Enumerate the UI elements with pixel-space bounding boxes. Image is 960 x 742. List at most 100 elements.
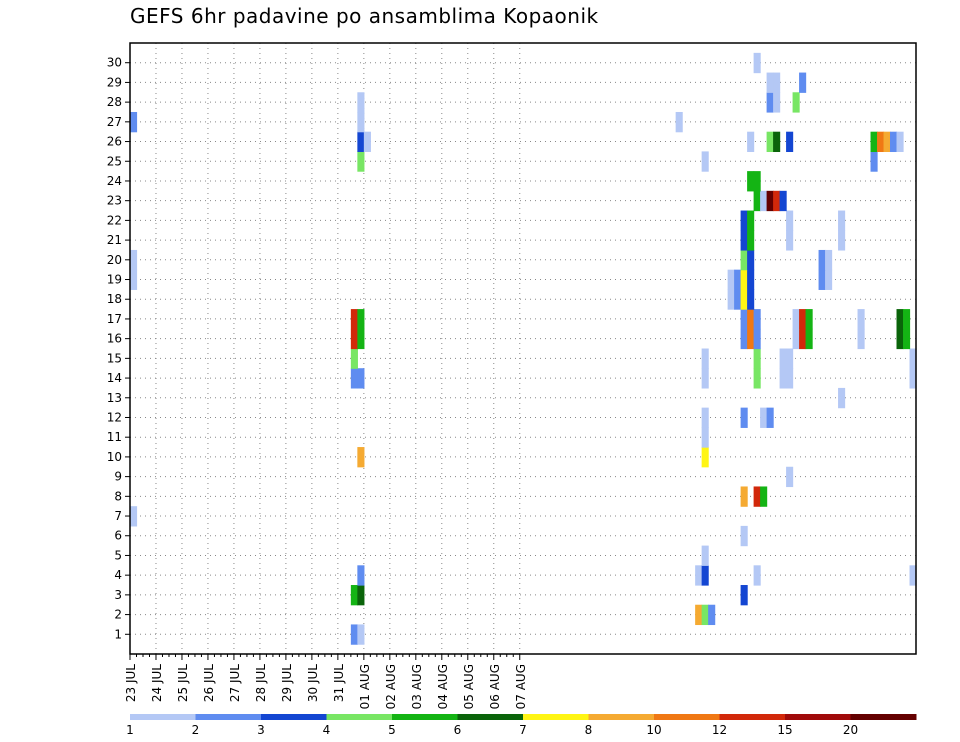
heatmap-cell — [799, 72, 807, 93]
colorbar-swatch — [130, 714, 196, 720]
heatmap-cell — [857, 309, 865, 330]
y-tick-label: 1 — [114, 627, 122, 641]
heatmap-cell — [786, 230, 794, 251]
y-tick-label: 9 — [114, 470, 122, 484]
heatmap-cell — [740, 230, 748, 251]
plot-frame — [129, 42, 917, 655]
colorbar-label: 15 — [777, 723, 792, 737]
heatmap-cell — [909, 348, 917, 369]
heatmap-cell — [747, 171, 755, 192]
heatmap-cell — [350, 328, 358, 350]
colorbar-label: 6 — [454, 723, 462, 737]
heatmap-cell — [350, 348, 358, 369]
heatmap-cell — [870, 131, 878, 153]
heatmap-cell — [675, 111, 683, 133]
y-tick-label: 19 — [107, 273, 122, 287]
heatmap-cell — [701, 348, 709, 369]
heatmap-cell — [357, 565, 365, 586]
heatmap-cell — [357, 368, 365, 389]
heatmap-cell — [909, 565, 917, 586]
y-tick-label: 12 — [107, 410, 122, 424]
heatmap-cell — [760, 407, 768, 428]
heatmap-cell — [740, 289, 748, 310]
heatmap-cell — [747, 328, 755, 350]
heatmap-cell — [818, 249, 826, 271]
heatmap-cell — [734, 289, 742, 310]
heatmap-cell — [773, 92, 781, 113]
heatmap-cell — [805, 309, 813, 330]
heatmap-cell — [130, 249, 138, 271]
heatmap-cell — [701, 604, 709, 626]
heatmap-cell — [903, 309, 911, 330]
heatmap-cell — [877, 131, 885, 153]
heatmap-cell — [708, 604, 716, 626]
heatmap-cell — [753, 486, 761, 507]
colorbar-label: 20 — [843, 723, 858, 737]
heatmap-cell — [805, 328, 813, 350]
colorbar-label: 7 — [519, 723, 527, 737]
heatmap-cell — [896, 131, 904, 153]
heatmap-cell — [740, 486, 748, 507]
colorbar-label: 5 — [388, 723, 396, 737]
heatmap-cell — [760, 190, 768, 212]
heatmap-cell — [896, 328, 904, 350]
x-tick-label: 04 AUG — [436, 664, 450, 709]
heatmap-cell — [734, 269, 742, 290]
heatmap-cell — [701, 447, 709, 468]
heatmap-cell — [350, 368, 358, 389]
y-tick-label: 21 — [107, 233, 122, 247]
heatmap-cell — [773, 190, 781, 212]
heatmap-cell — [701, 368, 709, 389]
y-tick-label: 15 — [107, 351, 122, 365]
heatmap-cell — [753, 190, 761, 212]
heatmap-cell — [130, 269, 138, 290]
heatmap-cell — [740, 210, 748, 231]
y-tick-label: 22 — [107, 213, 122, 227]
heatmap-cell — [747, 309, 755, 330]
y-tick-label: 24 — [107, 174, 122, 188]
y-tick-label: 20 — [107, 253, 122, 267]
heatmap-cell — [799, 328, 807, 350]
heatmap-cell — [357, 151, 365, 172]
x-tick-label: 27 JUL — [228, 664, 242, 702]
colorbar-swatch — [326, 714, 393, 720]
y-tick-label: 13 — [107, 391, 122, 405]
y-tick-label: 4 — [114, 568, 122, 582]
y-tick-label: 28 — [107, 95, 122, 109]
heatmap-cell — [747, 210, 755, 231]
heatmap-cell — [792, 309, 800, 330]
heatmap-cell — [838, 230, 846, 251]
heatmap-cell — [363, 131, 371, 153]
colorbar-swatch — [523, 714, 589, 720]
heatmap-cell — [760, 486, 768, 507]
heatmap-cell — [740, 249, 748, 271]
heatmap-cell — [753, 565, 761, 586]
heatmap-cell — [357, 624, 365, 645]
heatmap-cell — [896, 309, 904, 330]
y-tick-label: 23 — [107, 194, 122, 208]
heatmap-cell — [747, 289, 755, 310]
heatmap-cell — [838, 210, 846, 231]
heatmap-cell — [350, 624, 358, 645]
heatmap-cell — [883, 131, 891, 153]
y-tick-label: 7 — [114, 509, 122, 523]
heatmap-cell — [766, 190, 774, 212]
heatmap-cell — [695, 565, 703, 586]
x-tick-label: 23 JUL — [124, 664, 138, 702]
x-tick-label: 29 JUL — [280, 664, 294, 702]
heatmap-cell — [825, 269, 833, 290]
colorbar-label: 1 — [126, 723, 134, 737]
x-tick-label: 25 JUL — [176, 664, 190, 702]
heatmap-cell — [701, 427, 709, 448]
heatmap-cell — [779, 348, 787, 369]
y-tick-label: 27 — [107, 115, 122, 129]
y-tick-label: 26 — [107, 135, 122, 149]
heatmap-cell — [701, 565, 709, 586]
y-tick-label: 18 — [107, 292, 122, 306]
heatmap-cell — [786, 210, 794, 231]
heatmap-cell — [792, 92, 800, 113]
heatmap-cell — [695, 604, 703, 626]
y-tick-label: 16 — [107, 332, 122, 346]
heatmap-cell — [740, 525, 748, 547]
x-tick-label: 30 JUL — [306, 664, 320, 702]
